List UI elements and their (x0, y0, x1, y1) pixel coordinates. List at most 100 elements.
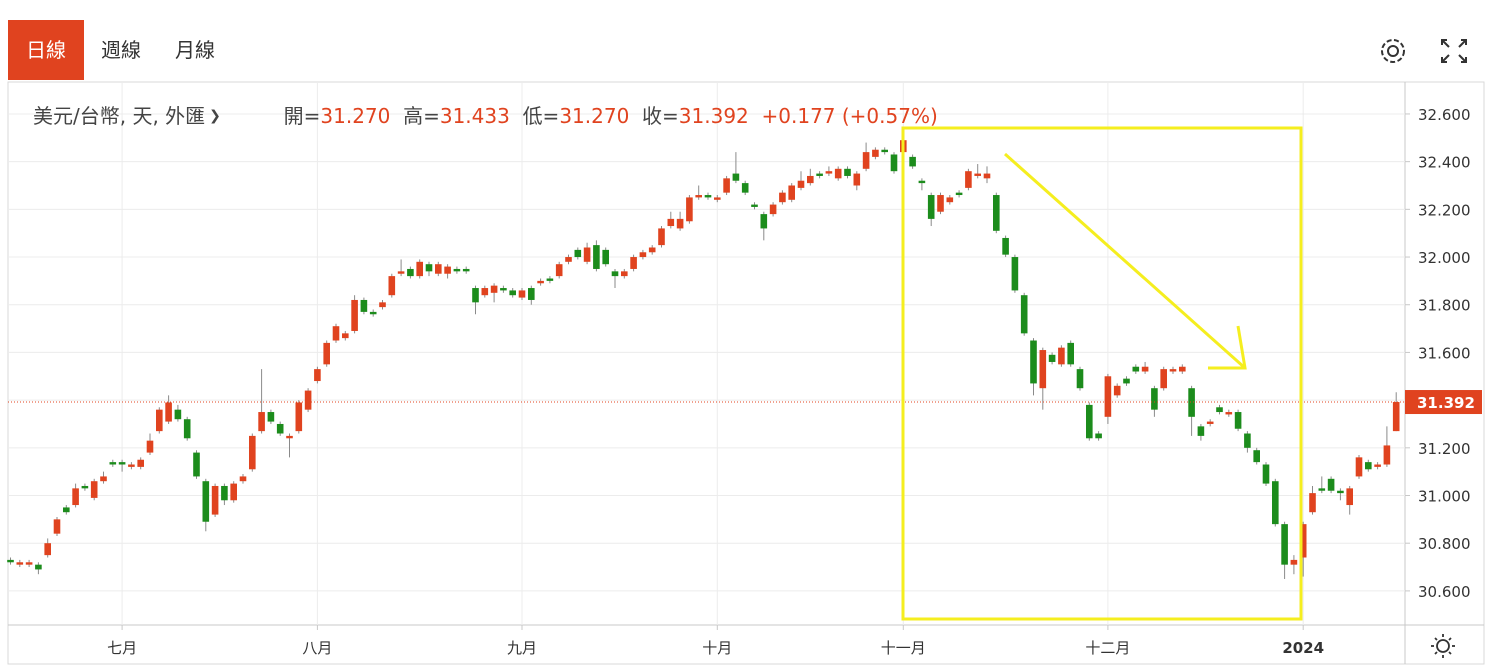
last-price-tag (1405, 390, 1482, 415)
candle-body (862, 152, 870, 169)
time-settings-icon[interactable] (1431, 634, 1455, 658)
candle-body (872, 149, 879, 157)
candle-body (1020, 295, 1028, 334)
candle-body (1048, 354, 1056, 362)
ohlc-value: 31.433 (439, 104, 510, 128)
candle-body (1206, 421, 1214, 424)
candle-body (686, 197, 693, 222)
candle-body (1216, 407, 1223, 413)
candle-body (881, 149, 888, 153)
candle-body (156, 409, 163, 432)
trend-arrowhead (1208, 325, 1247, 370)
candle-body (844, 168, 851, 176)
candle-body (993, 195, 1000, 231)
candle-body (202, 481, 210, 522)
candle-body (574, 249, 582, 258)
candle-body (137, 459, 144, 467)
candle-body (723, 178, 730, 193)
candle-body (1002, 237, 1009, 255)
candle-body (1113, 385, 1121, 396)
candle-body (1290, 559, 1298, 565)
candle-body (1374, 464, 1381, 467)
candle-body (1188, 388, 1195, 417)
candle-body (816, 173, 823, 176)
tab[interactable]: 日線 (8, 20, 84, 80)
candle-body (602, 249, 609, 265)
symbol[interactable]: 美元/台幣, 天, 外匯 (33, 104, 206, 128)
y-tick-label: 31.600 (1418, 344, 1471, 362)
candle-body (1281, 524, 1288, 565)
candle-body (1346, 488, 1353, 506)
candle-body (425, 264, 433, 272)
trend-arrow (1004, 152, 1246, 370)
candle-body (1318, 488, 1326, 491)
candle-body (1253, 450, 1260, 463)
candle-body (1262, 464, 1270, 484)
candle-body (332, 326, 340, 341)
candle-body (1383, 445, 1391, 465)
x-tick-label: 十一月 (881, 639, 926, 657)
candle-body (314, 369, 321, 382)
candle-body (453, 268, 461, 272)
candle-body (955, 192, 963, 196)
candle-body (788, 185, 795, 200)
candle-body (1244, 433, 1251, 448)
candle-body (927, 195, 935, 219)
x-tick-label: 七月 (107, 639, 137, 657)
candle-body (128, 464, 135, 467)
candle-body (1234, 412, 1242, 429)
candle-body (472, 288, 479, 303)
candle-body (555, 264, 563, 277)
x-tick-label: 2024 (1282, 639, 1324, 657)
candle-body (621, 271, 628, 277)
candle-body (407, 268, 414, 277)
candle-body (918, 180, 926, 184)
y-tick-label: 32.000 (1418, 249, 1471, 267)
y-tick-label: 31.200 (1418, 440, 1471, 458)
candle-body (221, 485, 228, 501)
ohlc-label: 開= (283, 104, 321, 128)
candle-body (1327, 478, 1335, 491)
candle-body (611, 271, 619, 277)
candle-body (323, 342, 330, 365)
legend: 美元/台幣, 天, 外匯 ❯ 開=31.270 高=31.433 低=31.270… (33, 100, 938, 129)
candle-body (1225, 412, 1233, 415)
candle-body (695, 195, 702, 198)
candle-body (890, 154, 898, 172)
candle-body (118, 462, 126, 465)
tab[interactable]: 週線 (101, 38, 141, 62)
candle-body (1337, 490, 1344, 494)
fullscreen-icon[interactable] (1441, 39, 1467, 63)
candle-body (983, 173, 991, 179)
tab[interactable]: 月線 (175, 38, 215, 62)
candle-body (583, 247, 591, 262)
candle-body (351, 299, 358, 331)
candle-body (1299, 524, 1307, 558)
candle-body (295, 402, 303, 432)
candle-body (1272, 481, 1279, 525)
candle-body (258, 412, 265, 432)
candle-body (276, 423, 284, 434)
dropdown-caret[interactable]: ❯ (209, 108, 221, 124)
candle-body (704, 195, 712, 198)
candle-body (1123, 378, 1130, 384)
settings-icon[interactable] (1381, 39, 1405, 63)
candle-body (518, 290, 526, 298)
candle-body (1365, 462, 1372, 470)
candle-body (1392, 402, 1400, 432)
candle-body (1076, 369, 1084, 389)
candle-body (834, 168, 842, 179)
candle-body (146, 440, 154, 453)
x-tick-label: 八月 (302, 639, 332, 657)
candle-body (72, 488, 79, 506)
candle-body (81, 485, 89, 489)
candle-body (183, 419, 191, 439)
candle-body (35, 564, 42, 570)
candle-body (462, 268, 470, 272)
candle-body (937, 195, 944, 212)
candle-body (490, 285, 498, 293)
y-tick-label: 32.200 (1418, 201, 1471, 219)
ohlc-label: 高= (403, 104, 440, 128)
candle-body (481, 288, 489, 296)
candle-body (751, 204, 758, 207)
